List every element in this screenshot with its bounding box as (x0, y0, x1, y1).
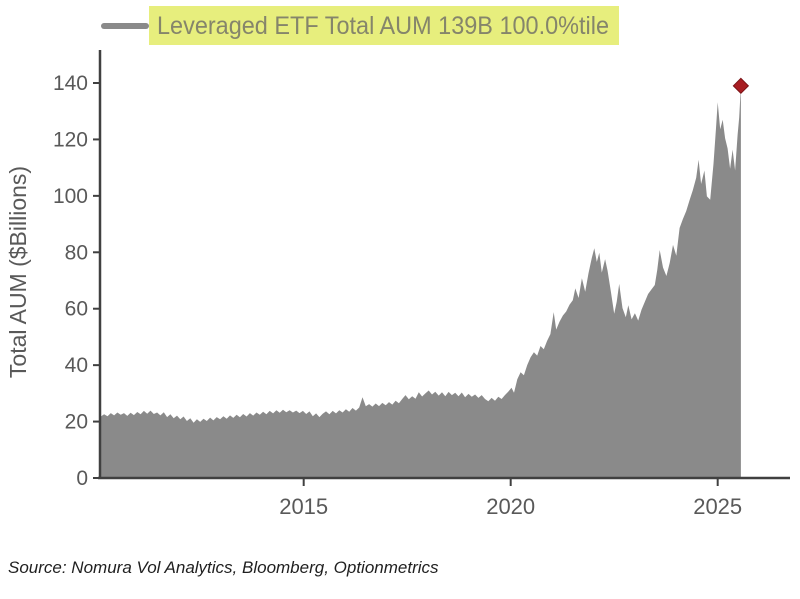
y-tick-label: 140 (53, 72, 88, 95)
legend: Leveraged ETF Total AUM 139B 100.0%tile (101, 6, 619, 45)
latest-value-marker (732, 77, 750, 95)
x-tick-label: 2020 (486, 494, 535, 519)
legend-highlight (149, 6, 619, 45)
x-tick-label: 2015 (279, 494, 328, 519)
y-axis-title: Total AUM ($Billions) (5, 166, 31, 378)
x-tick-label: 2025 (693, 494, 742, 519)
y-tick-label: 100 (53, 185, 88, 208)
y-tick-label: 0 (76, 467, 88, 490)
aum-area-series (100, 85, 741, 478)
y-tick-label: 120 (53, 128, 88, 151)
y-tick-label: 60 (65, 298, 88, 321)
y-tick-label: 20 (65, 411, 88, 434)
y-tick-label: 40 (65, 354, 88, 377)
legend-label: Leveraged ETF Total AUM 139B 100.0%tile (157, 12, 609, 40)
axis-ticks: 0 20 40 60 80 100 120 140 2015 2020 2025 (53, 72, 742, 519)
y-tick-label: 80 (65, 241, 88, 264)
source-note: Source: Nomura Vol Analytics, Bloomberg,… (8, 558, 439, 577)
